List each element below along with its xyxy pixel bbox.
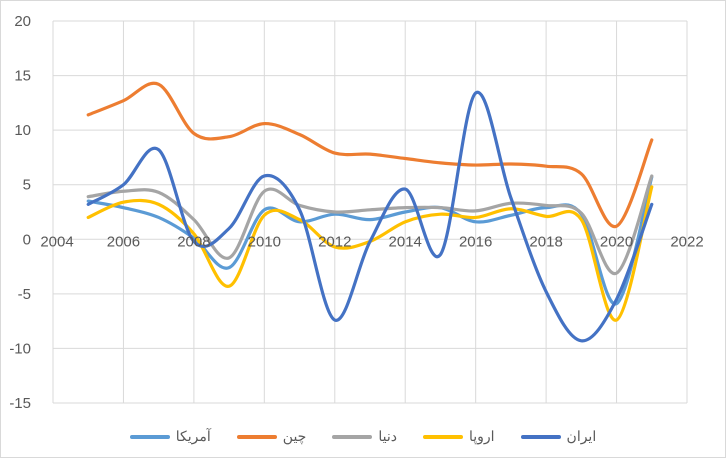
- legend-swatch: [332, 434, 373, 439]
- legend-label: اروپا: [468, 428, 495, 444]
- line-chart: -15 -10 -5 0 5 10 15 20 2004 2006 2008 2010 2012 2014…: [9, 13, 703, 412]
- x-tick-label: 2008: [177, 233, 210, 250]
- legend-item: دنیا: [332, 428, 397, 445]
- legend-item: چین: [236, 428, 307, 445]
- gridlines: [52, 20, 688, 404]
- legend-label: دنیا: [378, 428, 397, 444]
- legend-swatch: [520, 434, 561, 439]
- series-line: [86, 174, 654, 275]
- y-tick-label: 15: [14, 68, 31, 85]
- legend-label: آمریکا: [175, 428, 211, 444]
- y-tick-label: -10: [9, 340, 31, 357]
- legend-swatch: [422, 434, 463, 439]
- legend-item: ایران: [520, 428, 597, 445]
- x-tick-label: 2020: [600, 233, 633, 250]
- legend-item: آمریکا: [129, 428, 211, 445]
- y-tick-label: 5: [23, 177, 31, 194]
- series-line: [86, 81, 654, 228]
- x-tick-label: 2012: [318, 233, 351, 250]
- legend-label: چین: [282, 428, 307, 444]
- y-tick-label: 20: [14, 13, 31, 30]
- x-tick-label: 2014: [389, 233, 422, 250]
- x-tick-label: 2010: [248, 233, 281, 250]
- axis-labels: -15 -10 -5 0 5 10 15 20 2004 2006 2008 2010 2012 2014…: [9, 13, 703, 412]
- x-tick-label: 2018: [529, 233, 562, 250]
- legend-label: ایران: [566, 428, 597, 444]
- y-tick-label: -15: [9, 395, 31, 412]
- legend-swatch: [129, 434, 170, 439]
- y-tick-label: 10: [14, 122, 31, 139]
- y-tick-label: 0: [23, 231, 31, 248]
- series-lines: [86, 81, 654, 343]
- legend-item: اروپا: [422, 428, 495, 445]
- x-tick-label: 2022: [670, 233, 703, 250]
- x-tick-label: 2006: [107, 233, 140, 250]
- y-tick-label: -5: [18, 286, 31, 303]
- x-tick-label: 2016: [459, 233, 492, 250]
- series-line: [86, 185, 654, 322]
- series-line: [86, 90, 654, 343]
- legend-swatch: [236, 434, 277, 439]
- legend: آمریکا چین دنیا اروپا ایران: [1, 428, 725, 445]
- x-tick-label: 2004: [40, 233, 73, 250]
